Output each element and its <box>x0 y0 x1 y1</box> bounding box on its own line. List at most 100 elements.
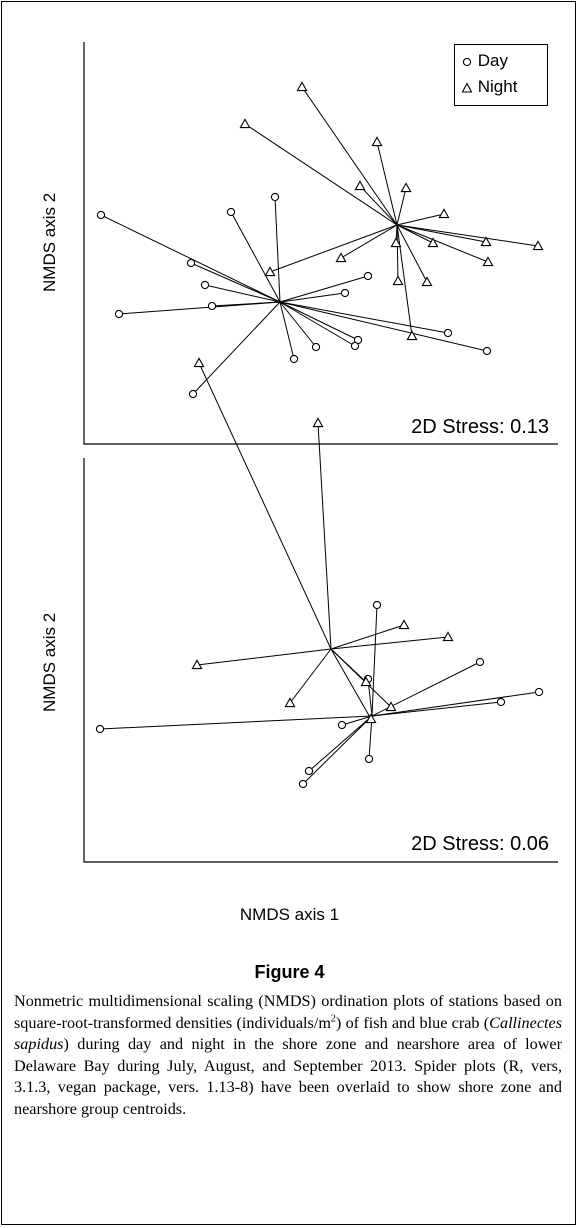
bottom-night-spoke-3 <box>330 636 449 650</box>
top-day-spoke-6 <box>204 284 281 303</box>
top-night-point-5 <box>438 208 450 219</box>
bottom-night-spoke-2 <box>330 624 405 650</box>
bottom-night-point-3 <box>442 631 454 642</box>
top-day-point-4 <box>114 309 124 319</box>
bottom-day-spoke-2 <box>99 715 373 730</box>
top-night-spoke-14 <box>340 224 398 259</box>
top-day-point-12 <box>363 271 373 281</box>
bottom-night-point-2 <box>398 619 410 630</box>
top-day-point-15 <box>482 346 492 356</box>
caption-part1: Nonmetric multidimensional scaling (NMDS… <box>14 992 562 1032</box>
x-axis-label: NMDS axis 1 <box>239 905 340 924</box>
top-night-point-12 <box>421 276 433 287</box>
bottom-night-point-7 <box>385 701 397 712</box>
bottom-day-spoke-8 <box>371 691 540 717</box>
caption-species-name: Callinectes sapidus <box>14 1013 562 1054</box>
top-night-spoke-9 <box>396 224 489 263</box>
bottom-day-point-4 <box>364 754 374 764</box>
top-night-spoke-8 <box>396 224 539 247</box>
bottom-night-spoke-1 <box>198 362 332 650</box>
bottom-day-point-6 <box>298 779 308 789</box>
bottom-day-point-5 <box>304 766 314 776</box>
top-night-spoke-15 <box>269 224 398 273</box>
bottom-day-point-3 <box>337 720 347 730</box>
top-night-point-7 <box>480 236 492 247</box>
top-plot-axes <box>83 42 558 445</box>
top-day-spoke-9 <box>279 301 359 341</box>
bottom-night-point-4 <box>191 659 203 670</box>
top-night-spoke-6 <box>396 224 434 244</box>
top-night-point-4 <box>400 182 412 193</box>
figure-title: Figure 4 <box>254 962 325 982</box>
top-y-axis-label: NMDS axis 2 <box>40 192 59 292</box>
bottom-night-spoke-5 <box>289 648 332 704</box>
top-day-spoke-1 <box>230 211 281 303</box>
bottom-day-point-2 <box>95 724 105 734</box>
bottom-day-point-9 <box>496 697 506 707</box>
top-night-point-9 <box>482 256 494 267</box>
top-day-point-13 <box>188 389 198 399</box>
top-night-point-8 <box>532 240 544 251</box>
top-day-point-11 <box>340 288 350 298</box>
top-night-spoke-2 <box>376 141 398 226</box>
top-day-point-0 <box>96 210 106 220</box>
bottom-day-spoke-3 <box>341 715 373 726</box>
caption-part2: ) of fish and blue crab ( <box>335 1013 490 1032</box>
bottom-day-spoke-9 <box>371 701 502 717</box>
top-night-spoke-5 <box>396 213 445 226</box>
top-night-spoke-4 <box>396 187 407 226</box>
bottom-day-point-7 <box>475 657 485 667</box>
bottom-night-point-1 <box>193 357 205 368</box>
top-day-spoke-15 <box>279 301 488 352</box>
top-day-spoke-3 <box>190 262 281 303</box>
top-night-point-2 <box>371 136 383 147</box>
legend-label-day: Day <box>477 51 508 70</box>
top-night-point-14 <box>335 252 347 263</box>
top-night-spoke-11 <box>396 224 399 282</box>
bottom-day-point-0 <box>372 600 382 610</box>
legend-item-day: Day <box>461 51 508 71</box>
top-night-point-11 <box>392 275 404 286</box>
legend-triangle-marker <box>461 81 473 93</box>
top-day-point-14 <box>443 328 453 338</box>
top-night-spoke-1 <box>244 123 398 226</box>
top-day-point-6 <box>200 280 210 290</box>
top-day-spoke-0 <box>100 214 281 303</box>
top-day-point-1 <box>226 207 236 217</box>
top-night-spoke-13 <box>396 224 413 337</box>
caption-part3: ) during day and night in the shore zone… <box>14 1035 562 1118</box>
top-night-spoke-7 <box>396 224 487 243</box>
top-day-spoke-10 <box>279 301 356 347</box>
top-day-point-5 <box>207 301 217 311</box>
top-night-spoke-0 <box>301 86 398 226</box>
bottom-night-spoke-4 <box>196 648 332 666</box>
top-night-point-3 <box>354 180 366 191</box>
bottom-day-spoke-6 <box>302 715 373 785</box>
top-day-spoke-2 <box>274 196 281 303</box>
bottom-night-point-8 <box>365 713 377 724</box>
top-night-point-15 <box>264 266 276 277</box>
bottom-night-spoke-0 <box>317 422 332 650</box>
top-day-spoke-5 <box>211 301 281 307</box>
top-night-point-10 <box>390 237 402 248</box>
bottom-night-point-6 <box>360 676 372 687</box>
bottom-day-spoke-4 <box>368 715 373 760</box>
top-night-point-1 <box>239 118 251 129</box>
top-day-spoke-8 <box>279 301 317 348</box>
figure-caption: Nonmetric multidimensional scaling (NMDS… <box>14 991 562 1121</box>
legend: Day Night <box>454 44 548 106</box>
top-night-point-13 <box>406 330 418 341</box>
bottom-y-axis-label: NMDS axis 2 <box>40 612 59 712</box>
top-stress-label: 2D Stress: 0.13 <box>411 416 549 438</box>
legend-item-night: Night <box>461 77 517 97</box>
bottom-night-point-0 <box>312 417 324 428</box>
bottom-day-spoke-5 <box>308 715 373 772</box>
top-day-point-8 <box>311 342 321 352</box>
top-day-spoke-14 <box>279 301 449 334</box>
bottom-stress-label: 2D Stress: 0.06 <box>411 833 549 855</box>
top-day-point-3 <box>186 258 196 268</box>
top-day-spoke-11 <box>279 292 346 303</box>
top-day-point-2 <box>270 192 280 202</box>
